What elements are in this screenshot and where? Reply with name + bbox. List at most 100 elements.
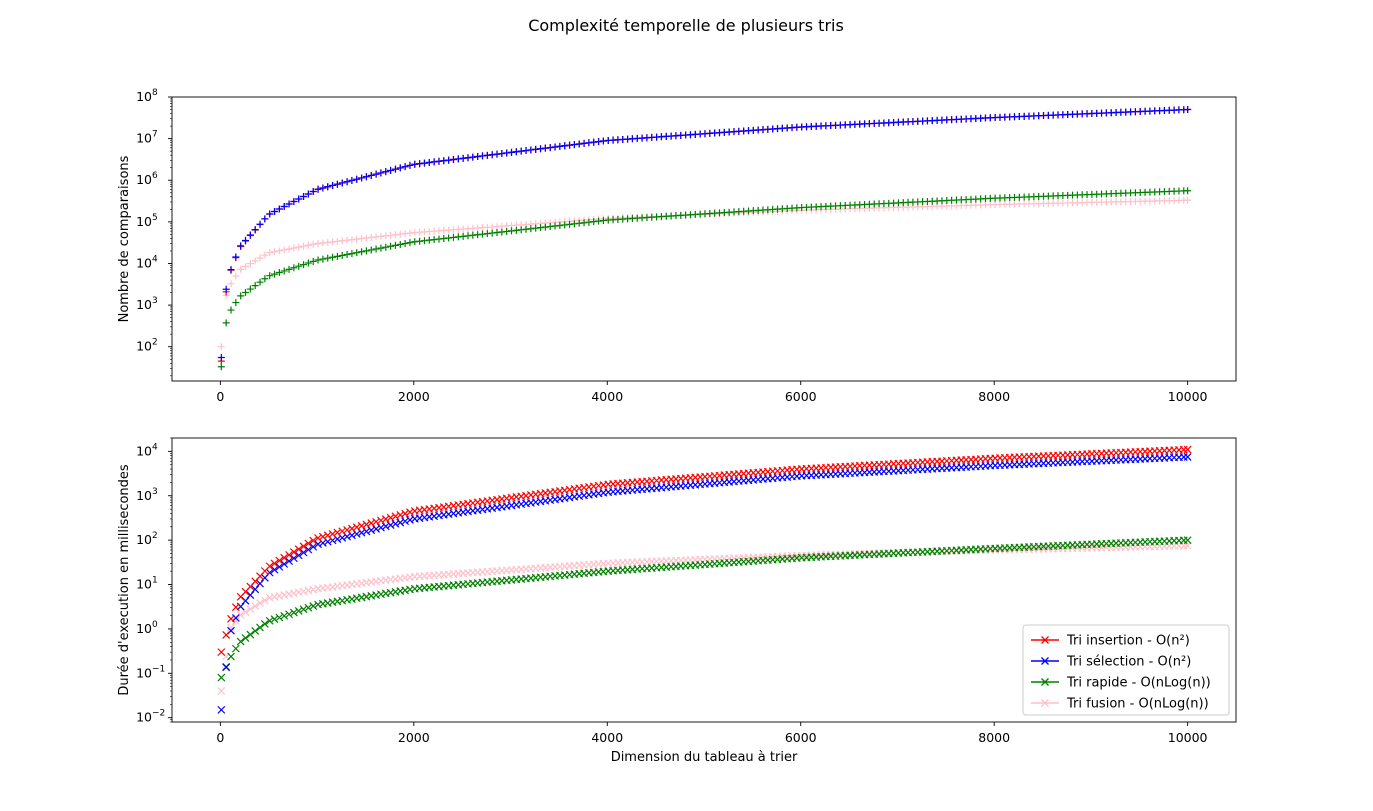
- data-point-rapide: [242, 288, 250, 296]
- data-point-fusion: [285, 245, 293, 253]
- data-point-rapide: [227, 652, 235, 661]
- data-point-selection: [251, 226, 259, 234]
- data-point-insertion: [347, 524, 356, 533]
- data-point-insertion: [333, 528, 342, 537]
- data-point-rapide: [401, 240, 409, 248]
- data-point-rapide: [246, 630, 255, 639]
- data-point-selection: [300, 192, 308, 200]
- data-point-rapide: [237, 292, 245, 300]
- data-point-rapide: [251, 627, 260, 635]
- data-point-selection: [285, 557, 293, 566]
- data-point-selection: [256, 579, 264, 588]
- data-point-selection: [377, 169, 385, 177]
- data-point-fusion: [271, 248, 279, 256]
- x-tick-label: 6000: [785, 730, 817, 745]
- data-point-insertion: [391, 512, 400, 521]
- figure-title: Complexité temporelle de plusieurs tris: [528, 16, 844, 35]
- data-point-rapide: [300, 261, 308, 269]
- data-point-rapide: [294, 607, 303, 615]
- data-point-rapide: [333, 252, 341, 260]
- data-point-fusion: [290, 244, 298, 252]
- data-point-selection: [362, 173, 370, 181]
- data-point-insertion: [1183, 445, 1192, 454]
- data-point-insertion: [323, 531, 332, 540]
- data-point-insertion: [352, 523, 361, 532]
- y-tick-base: 10: [136, 172, 152, 187]
- data-point-insertion: [270, 559, 279, 568]
- data-point-selection: [382, 168, 390, 176]
- data-point-insertion: [294, 545, 303, 554]
- data-point-insertion: [227, 614, 235, 623]
- y-tick-label: 10: [136, 577, 152, 592]
- data-point-rapide: [362, 247, 370, 255]
- data-point-selection: [242, 236, 250, 244]
- data-point-selection: [1183, 452, 1192, 461]
- axes-frame: [171, 96, 1237, 382]
- data-point-rapide: [319, 255, 327, 263]
- axes-frame: [171, 437, 1237, 723]
- data-point-selection: [406, 161, 414, 169]
- data-point-selection: [270, 565, 279, 574]
- data-point-rapide: [246, 285, 254, 293]
- y-tick-exponent: 1: [152, 576, 158, 586]
- data-point-selection: [381, 522, 390, 531]
- x-tick-label: 2000: [398, 730, 430, 745]
- y-tick-exponent: 8: [152, 88, 158, 98]
- data-point-rapide: [232, 299, 240, 307]
- data-point-rapide: [343, 251, 351, 259]
- data-point-selection: [280, 203, 288, 211]
- data-point-rapide: [377, 244, 385, 252]
- data-point-insertion: [377, 516, 385, 525]
- data-point-rapide: [280, 267, 288, 275]
- y-tick-exponent: 4: [152, 254, 158, 264]
- data-point-rapide: [324, 254, 332, 262]
- data-point-rapide: [266, 272, 274, 280]
- data-point-fusion: [227, 280, 235, 288]
- x-tick-label: 10000: [1168, 730, 1208, 745]
- y-tick-base: 10: [136, 488, 152, 503]
- data-point-fusion: [251, 602, 260, 611]
- data-point-rapide: [261, 275, 269, 283]
- series-insertion: [217, 445, 1192, 657]
- y-tick-exponent: 6: [152, 171, 158, 181]
- data-point-insertion: [299, 542, 308, 551]
- data-point-insertion: [396, 511, 405, 519]
- data-point-fusion: [304, 241, 312, 249]
- data-point-rapide: [289, 608, 298, 617]
- legend-entry-selection: Tri sélection - O(n²): [1031, 655, 1191, 670]
- data-point-rapide: [290, 264, 298, 272]
- data-point-selection: [217, 354, 225, 362]
- data-point-selection: [367, 171, 375, 179]
- data-point-selection: [391, 519, 400, 528]
- data-point-rapide: [231, 644, 240, 653]
- y-tick-label: 10: [136, 89, 152, 104]
- data-point-selection: [241, 596, 250, 605]
- data-point-rapide: [338, 251, 346, 259]
- data-point-selection: [396, 164, 404, 172]
- x-tick-label: 8000: [978, 730, 1010, 745]
- legend-box: [1022, 624, 1230, 716]
- data-point-selection: [377, 523, 385, 532]
- data-point-insertion: [217, 648, 226, 657]
- data-point-selection: [358, 174, 366, 182]
- data-point-selection: [295, 195, 303, 203]
- data-point-selection: [406, 516, 414, 524]
- data-point-rapide: [222, 319, 230, 327]
- data-point-selection: [256, 220, 264, 228]
- data-point-fusion: [256, 599, 264, 608]
- data-point-selection: [227, 266, 235, 274]
- data-point-fusion: [242, 263, 250, 271]
- data-point-fusion: [309, 240, 317, 248]
- data-point-rapide: [396, 240, 404, 248]
- y-tick-exponent: 2: [152, 338, 158, 348]
- data-point-rapide: [358, 248, 366, 256]
- y-tick-base: 10: [136, 339, 152, 354]
- y-tick-exponent: 4: [152, 442, 158, 452]
- data-point-fusion: [275, 247, 283, 255]
- legend-entry-rapide: Tri rapide - O(nLog(n)): [1031, 676, 1211, 691]
- x-tick-label: 2000: [398, 389, 430, 404]
- y-tick-label: 10: [136, 710, 152, 725]
- data-point-insertion: [328, 530, 337, 538]
- y-tick-base: 10: [136, 214, 152, 229]
